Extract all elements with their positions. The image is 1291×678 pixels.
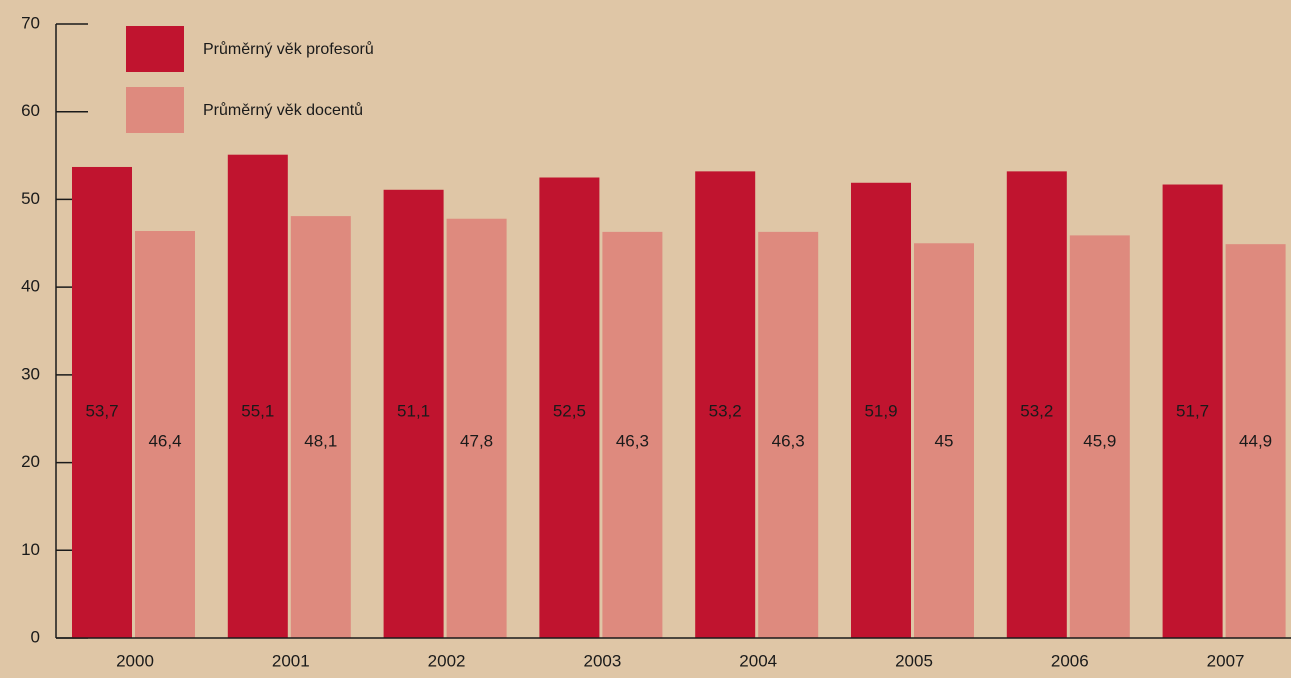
value-label: 46,4 <box>148 431 181 450</box>
y-tick-label: 60 <box>21 101 40 120</box>
x-tick-label: 2002 <box>428 651 466 670</box>
y-tick-label: 70 <box>21 13 40 32</box>
bar <box>383 189 444 638</box>
bar <box>602 231 663 638</box>
legend-swatch <box>126 26 184 72</box>
value-label: 47,8 <box>460 431 493 450</box>
value-label: 51,9 <box>864 401 897 420</box>
value-label: 44,9 <box>1239 431 1272 450</box>
x-tick-label: 2007 <box>1207 651 1245 670</box>
bar <box>446 218 507 638</box>
legend-swatch <box>126 87 184 133</box>
value-label: 45 <box>935 431 954 450</box>
bar <box>135 231 195 638</box>
bar <box>1069 235 1130 639</box>
bar <box>1006 171 1067 639</box>
bar <box>1162 184 1223 638</box>
bar <box>914 243 974 639</box>
value-label: 53,7 <box>85 401 118 420</box>
value-label: 46,3 <box>772 431 805 450</box>
value-label: 51,7 <box>1176 401 1209 420</box>
bar <box>72 166 132 638</box>
x-tick-label: 2003 <box>583 651 621 670</box>
x-tick-label: 2006 <box>1051 651 1089 670</box>
bar <box>290 216 351 638</box>
x-tick-label: 2004 <box>739 651 777 670</box>
y-tick-label: 20 <box>21 452 40 471</box>
bar <box>539 177 600 638</box>
x-tick-label: 2000 <box>116 651 154 670</box>
legend-label: Průměrný věk docentů <box>203 101 363 119</box>
value-label: 48,1 <box>304 431 337 450</box>
value-label: 45,9 <box>1083 431 1116 450</box>
value-label: 46,3 <box>616 431 649 450</box>
bar <box>758 231 819 638</box>
bar <box>695 171 756 639</box>
y-tick-label: 50 <box>21 189 40 208</box>
y-tick-label: 10 <box>21 540 40 559</box>
bar <box>1225 244 1286 639</box>
legend-label: Průměrný věk profesorů <box>203 40 374 58</box>
x-tick-label: 2001 <box>272 651 310 670</box>
bar <box>851 182 911 638</box>
value-label: 52,5 <box>553 401 586 420</box>
value-label: 55,1 <box>241 401 274 420</box>
y-tick-label: 0 <box>31 627 40 646</box>
value-label: 53,2 <box>709 401 742 420</box>
x-tick-label: 2005 <box>895 651 933 670</box>
bar <box>227 154 288 639</box>
y-tick-label: 40 <box>21 277 40 296</box>
y-tick-label: 30 <box>21 364 40 383</box>
value-label: 53,2 <box>1020 401 1053 420</box>
value-label: 51,1 <box>397 401 430 420</box>
